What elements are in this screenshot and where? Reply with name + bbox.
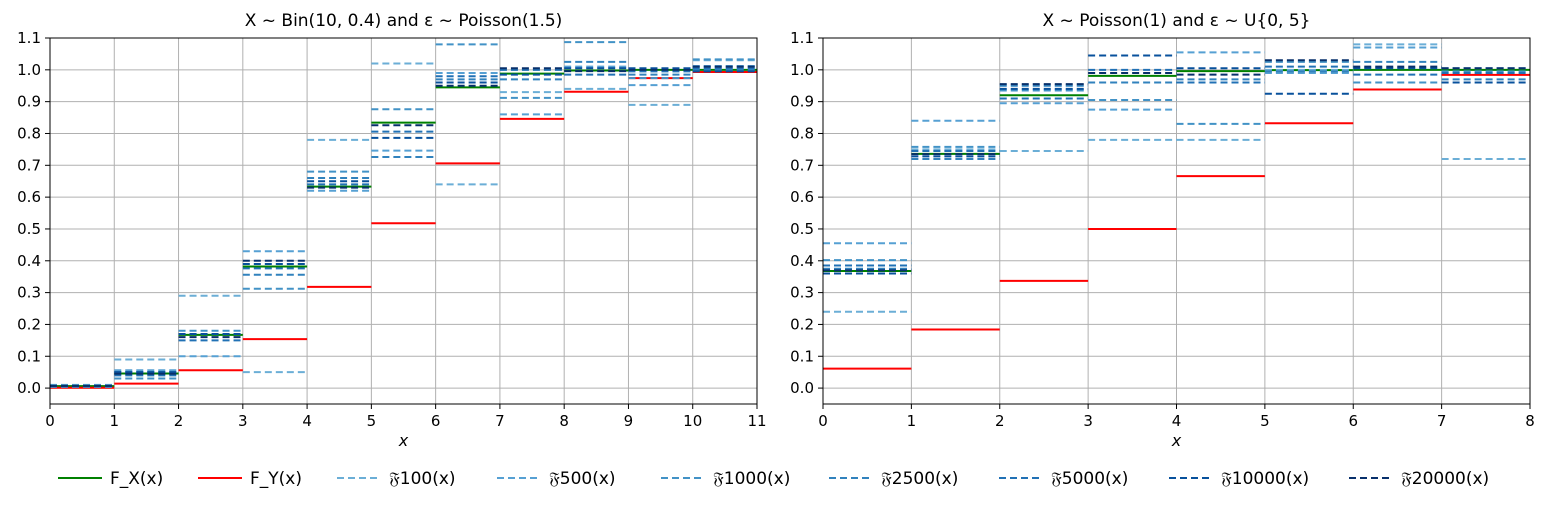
legend: F_X(x) F_Y(x) 𝔉100(x) 𝔉500(x) 𝔉1000(x) 𝔉2500(… [58,469,1489,489]
legend-label: 𝔉1000(x) [713,469,790,489]
y-tick-label: 0.0 [790,379,814,397]
series-F5000(x) [50,67,757,388]
x-tick-label: 8 [559,412,569,430]
x-tick-label: 10 [683,412,702,430]
x-axis-label: x [398,431,409,450]
x-tick-label: 9 [624,412,634,430]
x-tick-label: 6 [1348,412,1358,430]
legend-label: 𝔉100(x) [389,469,456,489]
x-tick-label: 5 [367,412,377,430]
y-tick-label: 0.9 [790,93,814,111]
y-tick-label: 0.2 [790,315,814,333]
legend-label: F_X(x) [110,469,163,489]
legend-label: 𝔉10000(x) [1221,469,1309,489]
series-F1000(x) [823,60,1530,262]
x-tick-label: 2 [995,412,1005,430]
y-tick-label: 0.6 [790,188,814,206]
y-tick-label: 0.5 [790,220,814,238]
series-F_Y(x) [823,73,1530,370]
chart-title: X ~ Bin(10, 0.4) and ε ~ Poisson(1.5) [245,11,563,31]
y-tick-label: 0.5 [17,220,41,238]
x-tick-label: 8 [1525,412,1535,430]
axes-frame [49,37,758,405]
series-F20000(x) [50,65,757,387]
grid [49,37,758,404]
series-F_Y(x) [50,71,757,389]
y-tick-label: 1.1 [17,29,41,47]
legend-label: 𝔉500(x) [549,469,616,489]
y-tick-label: 0.8 [17,124,41,142]
legend-item: 𝔉10000(x) [1169,469,1309,489]
legend-item: F_Y(x) [198,469,302,489]
legend-item: 𝔉2500(x) [829,469,958,489]
x-tick-label: 2 [174,412,184,430]
legend-item: F_X(x) [58,469,163,489]
x-tick-label: 0 [45,412,55,430]
legend-item: 𝔉5000(x) [999,469,1128,489]
y-tick-label: 0.2 [17,315,41,333]
y-tick-label: 1.1 [790,29,814,47]
legend-item: 𝔉500(x) [497,469,616,489]
series-F500(x) [50,65,757,388]
x-tick-label: 7 [1437,412,1447,430]
y-tick-label: 1.0 [17,61,41,79]
legend-item: 𝔉1000(x) [661,469,790,489]
legend-item: 𝔉100(x) [337,469,456,489]
y-tick-label: 0.8 [790,124,814,142]
series-F20000(x) [823,59,1530,272]
grid [822,37,1531,404]
series-F1000(x) [50,41,757,388]
x-tick-label: 1 [109,412,119,430]
x-tick-label: 11 [747,412,766,430]
y-tick-label: 0.4 [17,252,41,270]
x-tick-label: 1 [907,412,917,430]
y-tick-label: 0.0 [17,379,41,397]
series-F5000(x) [823,65,1530,267]
x-tick-label: 4 [1172,412,1182,430]
right-chart: 0 1 2 3 4 5 6 7 8 0.0 0.1 0.2 0.3 0.4 0.5 0.6 0.7 0.8 0.9 1… [790,11,1535,450]
legend-label: 𝔉20000(x) [1401,469,1489,489]
y-tick-label: 0.7 [17,156,41,174]
x-tick-label: 0 [818,412,828,430]
series-F10000(x) [823,54,1530,275]
x-axis-label: x [1171,431,1182,450]
x-tick-label: 3 [238,412,248,430]
legend-item: 𝔉20000(x) [1349,469,1489,489]
legend-label: F_Y(x) [250,469,302,489]
y-tick-label: 0.3 [17,284,41,302]
y-tick-label: 0.1 [17,347,41,365]
legend-label: 𝔉5000(x) [1051,469,1128,489]
series-F_X(x) [50,68,757,388]
left-chart: 0 1 2 3 4 5 6 7 8 9 10 11 0.0 0.1 0.2 0.3 0.4 0.5 0.6 0.7 0.… [17,11,766,450]
y-tick-label: 0.1 [790,347,814,365]
x-tick-label: 7 [495,412,505,430]
x-tick-label: 5 [1260,412,1270,430]
y-tick-label: 0.6 [17,188,41,206]
series-F2500(x) [823,60,1530,270]
y-tick-label: 0.9 [17,93,41,111]
series-F100(x) [823,43,1530,313]
x-tick-label: 4 [302,412,312,430]
x-tick-label: 6 [431,412,441,430]
chart-title: X ~ Poisson(1) and ε ~ U{0, 5} [1043,11,1311,31]
y-tick-label: 1.0 [790,61,814,79]
y-tick-label: 0.3 [790,284,814,302]
x-tick-label: 3 [1083,412,1093,430]
legend-label: 𝔉2500(x) [881,469,958,489]
y-tick-label: 0.7 [790,156,814,174]
series-F10000(x) [50,67,757,388]
y-tick-label: 0.4 [790,252,814,270]
